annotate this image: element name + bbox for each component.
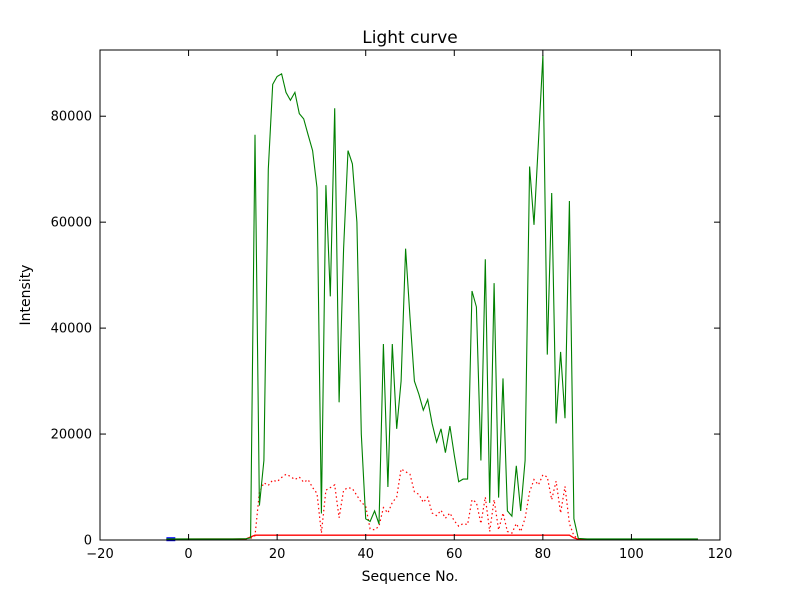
y-tick-label: 80000 bbox=[51, 110, 92, 125]
y-tick-label: 20000 bbox=[51, 428, 92, 443]
x-tick-label: 20 bbox=[269, 547, 286, 562]
x-tick-label: 60 bbox=[446, 547, 463, 562]
x-tick-label: 120 bbox=[708, 547, 733, 562]
axes-frame bbox=[99, 49, 721, 541]
y-tick-label: 0 bbox=[84, 534, 92, 549]
y-tick-label: 60000 bbox=[51, 216, 92, 231]
x-tick-label: −20 bbox=[86, 547, 113, 562]
y-axis-label: Intensity bbox=[18, 265, 34, 326]
x-tick-label: 40 bbox=[357, 547, 374, 562]
x-tick-label: 0 bbox=[184, 547, 192, 562]
chart-title: Light curve bbox=[362, 28, 457, 48]
series-green-intensity bbox=[166, 55, 698, 540]
series-red-dotted-background bbox=[250, 468, 579, 540]
y-tick-label: 40000 bbox=[51, 322, 92, 337]
x-tick-label: 80 bbox=[535, 547, 552, 562]
x-tick-label: 100 bbox=[619, 547, 644, 562]
x-axis-label: Sequence No. bbox=[362, 569, 459, 585]
